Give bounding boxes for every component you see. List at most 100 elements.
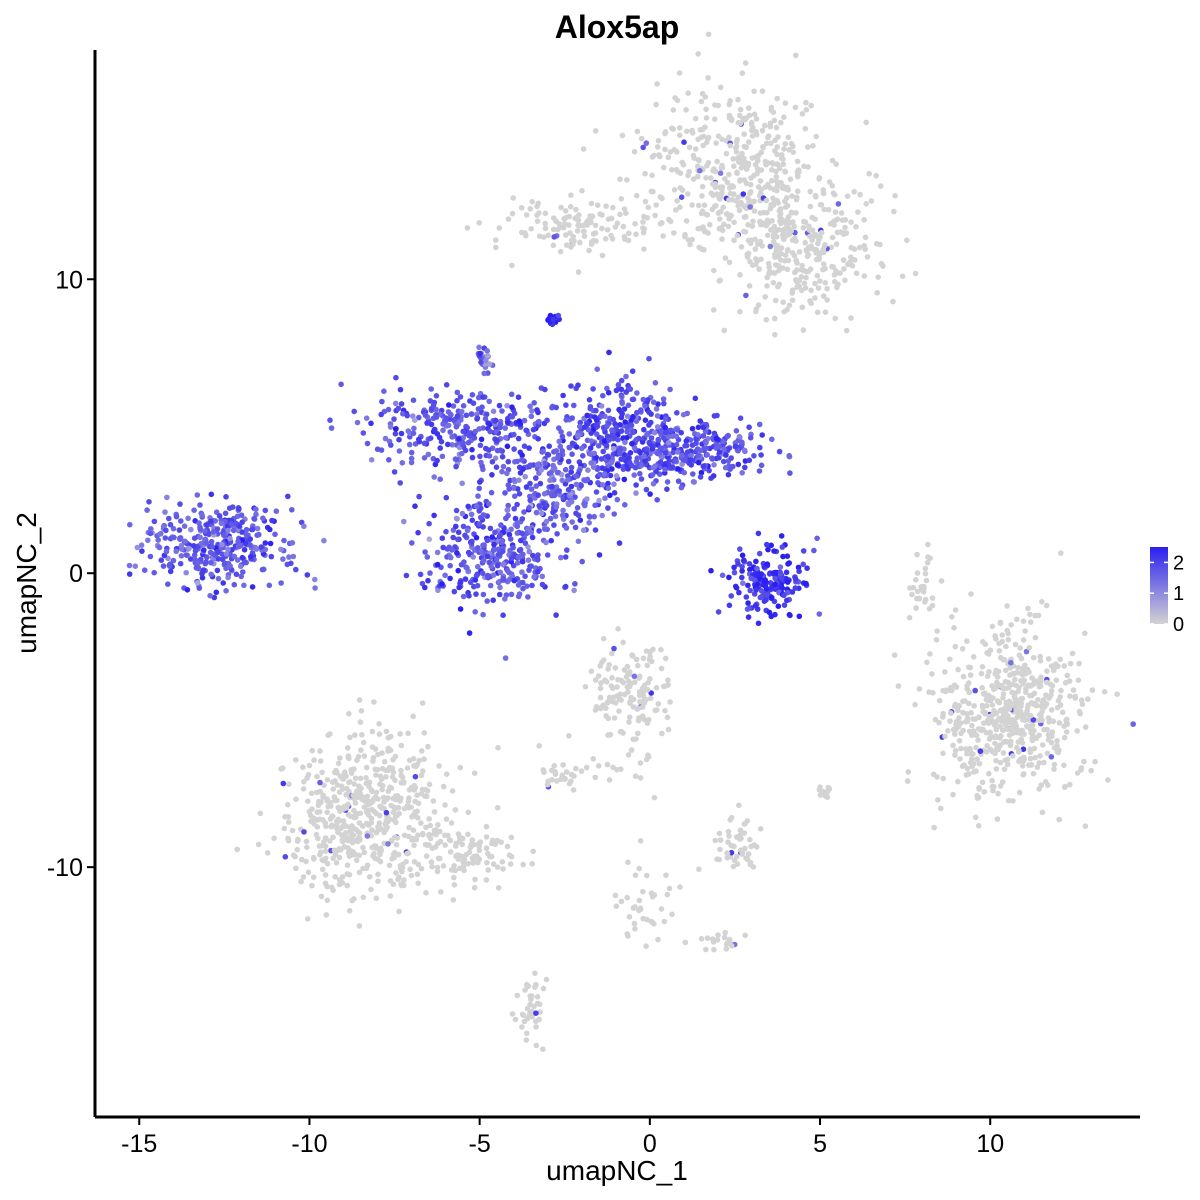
cell-point bbox=[662, 429, 669, 436]
cell-point bbox=[554, 469, 561, 476]
cell-point bbox=[998, 733, 1004, 739]
cell-point bbox=[630, 696, 637, 703]
cell-point bbox=[493, 237, 499, 243]
cell-point bbox=[904, 237, 910, 244]
cell-point bbox=[537, 480, 544, 487]
cell-point bbox=[579, 445, 585, 452]
cell-point bbox=[556, 438, 562, 445]
cell-point bbox=[768, 140, 774, 147]
cell-point bbox=[603, 203, 609, 209]
cell-point bbox=[577, 517, 584, 523]
cell-point bbox=[1003, 685, 1009, 692]
cell-point bbox=[409, 540, 415, 546]
cell-point bbox=[352, 800, 359, 806]
cell-point bbox=[771, 548, 777, 554]
cell-point bbox=[634, 128, 641, 135]
cell-point bbox=[479, 404, 485, 411]
cell-point bbox=[317, 779, 323, 786]
cell-point bbox=[1030, 717, 1037, 723]
cell-point bbox=[683, 107, 689, 113]
cell-point bbox=[478, 359, 484, 366]
cell-point bbox=[994, 681, 1001, 687]
cell-point bbox=[1013, 723, 1020, 729]
cell-point bbox=[200, 567, 207, 573]
cell-point bbox=[623, 210, 629, 216]
points-layer bbox=[126, 31, 1136, 1052]
cell-point bbox=[815, 285, 822, 291]
cell-point bbox=[630, 414, 636, 421]
cell-point bbox=[841, 266, 847, 272]
cell-point bbox=[398, 742, 405, 749]
cell-point bbox=[477, 442, 484, 449]
cell-point bbox=[677, 185, 684, 191]
cell-point bbox=[424, 420, 430, 426]
cell-point bbox=[519, 452, 525, 459]
cell-point bbox=[750, 218, 756, 225]
color-legend-ticks: 012 bbox=[1150, 552, 1184, 636]
cell-point bbox=[477, 479, 483, 485]
cell-point bbox=[366, 783, 372, 790]
cell-point bbox=[952, 643, 959, 650]
cell-point bbox=[408, 872, 415, 879]
cell-point bbox=[999, 632, 1005, 638]
cell-point bbox=[630, 736, 636, 743]
cell-point bbox=[473, 591, 479, 597]
cell-point bbox=[597, 663, 603, 669]
cell-point bbox=[431, 474, 438, 480]
cell-point bbox=[623, 389, 629, 395]
cell-point bbox=[163, 548, 170, 555]
cell-point bbox=[956, 703, 963, 709]
cell-point bbox=[1057, 702, 1064, 708]
cell-point bbox=[303, 858, 309, 865]
cell-point bbox=[637, 470, 643, 477]
cell-point bbox=[515, 394, 522, 401]
cell-point bbox=[442, 572, 448, 579]
cell-point bbox=[1048, 688, 1055, 694]
cell-point bbox=[1051, 766, 1057, 772]
cell-point bbox=[483, 834, 490, 840]
cell-point bbox=[746, 457, 753, 464]
cell-point bbox=[406, 757, 413, 764]
cell-point bbox=[457, 579, 464, 586]
cell-point bbox=[640, 219, 646, 225]
cell-point bbox=[456, 584, 462, 591]
cell-point bbox=[566, 431, 573, 437]
cell-point bbox=[1082, 630, 1088, 637]
cell-point bbox=[539, 581, 546, 588]
cell-point bbox=[408, 459, 415, 466]
cell-point bbox=[197, 524, 203, 531]
cell-point bbox=[726, 259, 733, 266]
cell-point bbox=[794, 172, 801, 179]
cell-point bbox=[262, 507, 269, 514]
cell-point bbox=[427, 435, 434, 442]
cell-point bbox=[676, 125, 683, 131]
cell-point bbox=[368, 457, 375, 463]
cell-point bbox=[913, 605, 919, 611]
cell-point bbox=[504, 507, 511, 513]
cell-point bbox=[1049, 733, 1055, 739]
cell-point bbox=[950, 742, 956, 749]
cell-point bbox=[995, 698, 1001, 705]
cell-point bbox=[966, 700, 972, 707]
cell-point bbox=[372, 746, 379, 752]
cell-point bbox=[1031, 690, 1038, 697]
cell-point bbox=[833, 270, 839, 277]
cell-point bbox=[559, 448, 565, 454]
cell-point bbox=[170, 557, 177, 564]
cell-point bbox=[735, 461, 742, 468]
cell-point bbox=[460, 859, 467, 865]
cell-point bbox=[560, 762, 566, 768]
cell-point bbox=[677, 132, 683, 139]
cell-point bbox=[573, 765, 579, 772]
cell-point bbox=[745, 582, 751, 589]
cell-point bbox=[436, 763, 442, 769]
cell-point bbox=[260, 515, 266, 521]
cell-point bbox=[695, 173, 701, 180]
cell-point bbox=[952, 747, 959, 754]
cell-point bbox=[1039, 598, 1045, 605]
cell-point bbox=[697, 167, 703, 174]
cell-point bbox=[555, 312, 562, 319]
cell-point bbox=[484, 348, 491, 354]
cell-point bbox=[223, 588, 229, 594]
cell-point bbox=[1048, 754, 1055, 760]
